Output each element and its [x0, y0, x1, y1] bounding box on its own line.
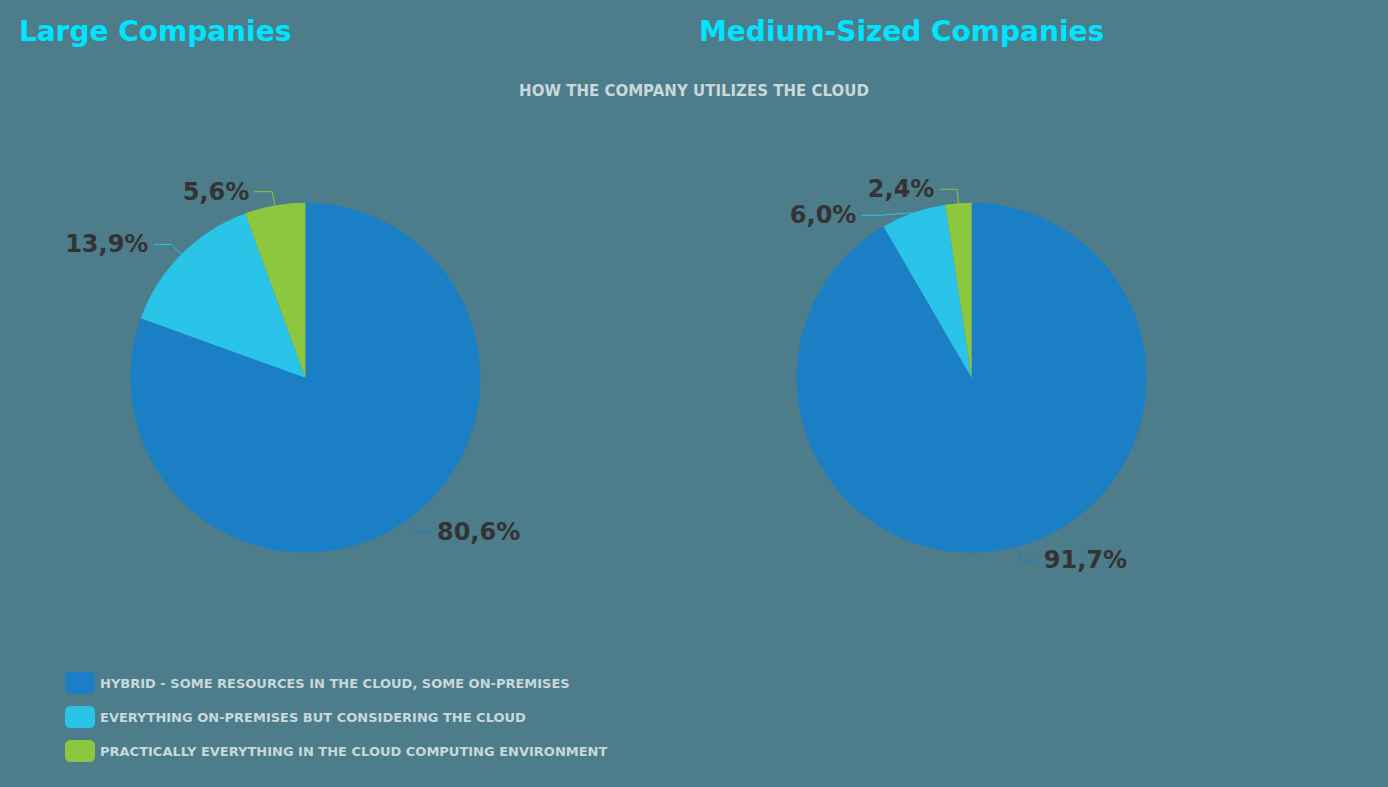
svg-text:13,9%: 13,9%: [65, 230, 148, 258]
svg-text:80,6%: 80,6%: [437, 518, 520, 546]
svg-text:HOW THE COMPANY UTILIZES THE C: HOW THE COMPANY UTILIZES THE CLOUD: [519, 82, 869, 100]
svg-text:2,4%: 2,4%: [868, 175, 935, 203]
svg-text:6,0%: 6,0%: [790, 201, 857, 229]
svg-text:PRACTICALLY EVERYTHING IN THE: PRACTICALLY EVERYTHING IN THE CLOUD COMP…: [100, 744, 607, 759]
svg-text:HYBRID - SOME RESOURCES IN THE: HYBRID - SOME RESOURCES IN THE CLOUD, SO…: [100, 676, 570, 691]
svg-text:91,7%: 91,7%: [1044, 546, 1127, 574]
svg-text:EVERYTHING ON-PREMISES BUT CON: EVERYTHING ON-PREMISES BUT CONSIDERING T…: [100, 710, 526, 725]
svg-text:Medium-Sized Companies: Medium-Sized Companies: [699, 15, 1104, 48]
svg-text:Large Companies: Large Companies: [19, 15, 291, 48]
svg-text:5,6%: 5,6%: [183, 178, 250, 206]
